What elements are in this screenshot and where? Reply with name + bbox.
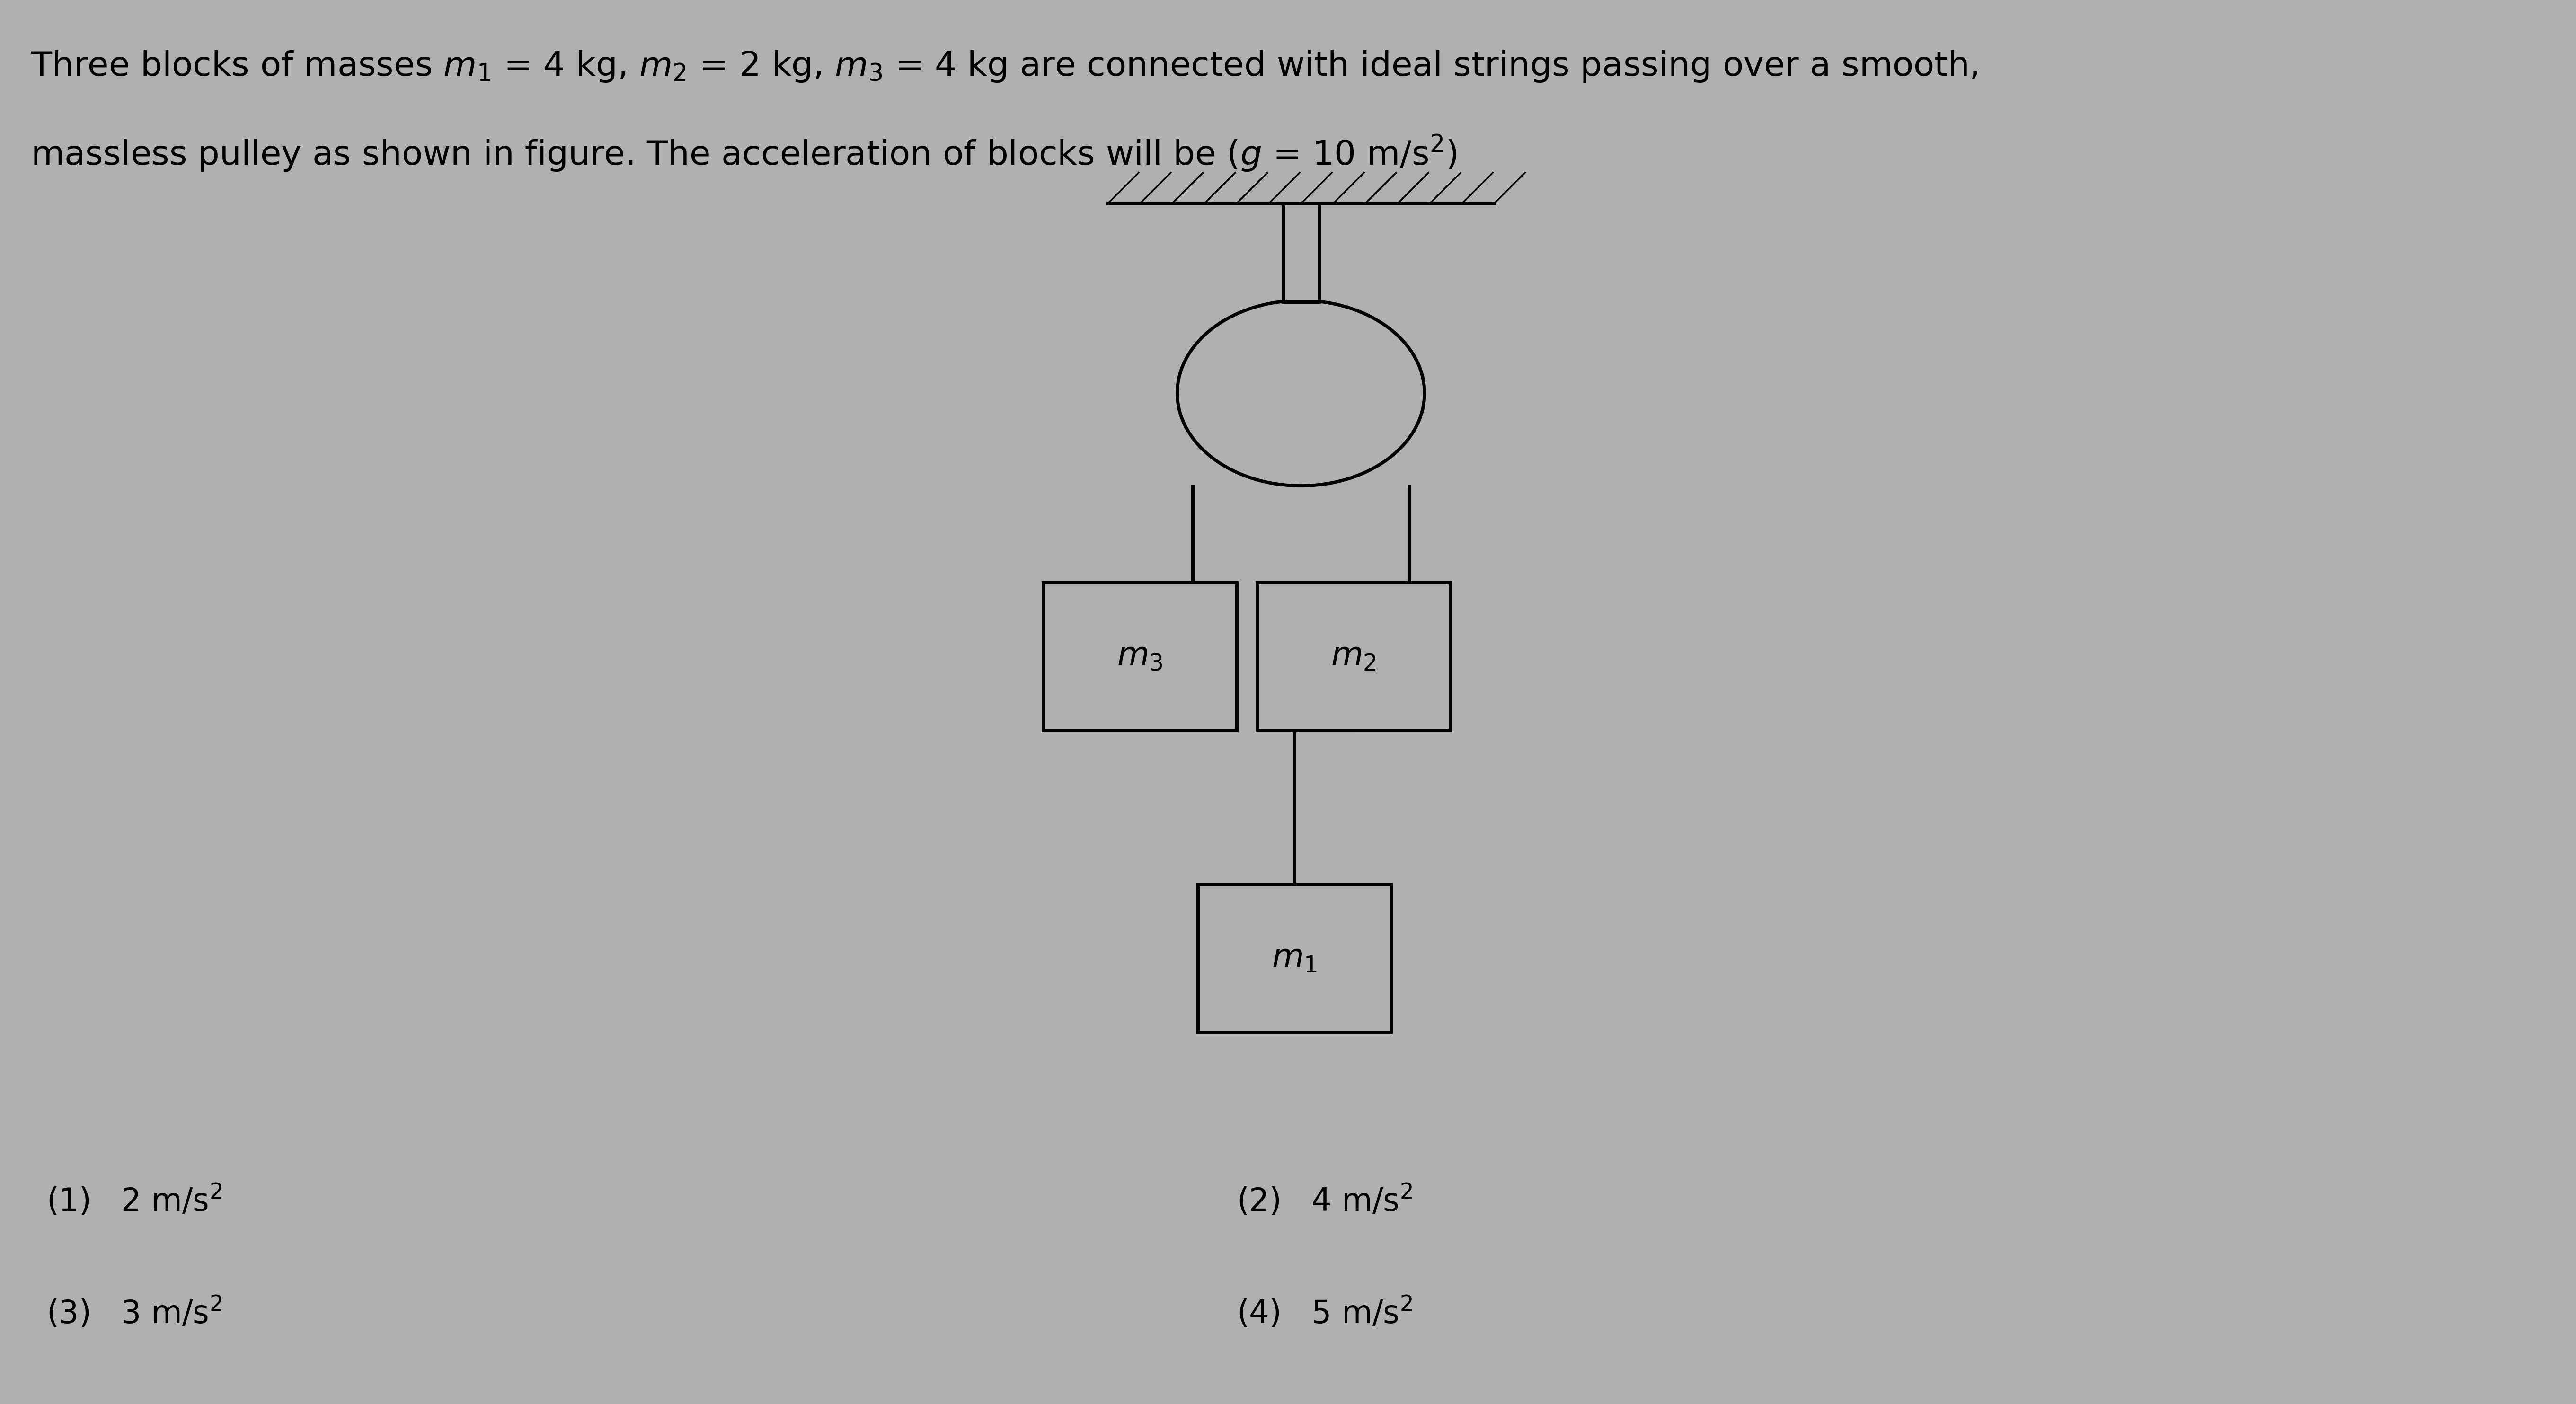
Bar (1257, 583, 1450, 730)
Ellipse shape (1177, 300, 1425, 486)
Text: (1)   2 m/s$^2$: (1) 2 m/s$^2$ (46, 1184, 222, 1217)
Text: $m_3$: $m_3$ (1118, 640, 1162, 673)
Text: (3)   3 m/s$^2$: (3) 3 m/s$^2$ (46, 1296, 222, 1330)
Text: (2)   4 m/s$^2$: (2) 4 m/s$^2$ (1236, 1184, 1412, 1217)
Bar (1043, 583, 1236, 730)
Text: (4)   5 m/s$^2$: (4) 5 m/s$^2$ (1236, 1296, 1412, 1330)
Text: Three blocks of masses $m_1$ = 4 kg, $m_2$ = 2 kg, $m_3$ = 4 kg are connected wi: Three blocks of masses $m_1$ = 4 kg, $m_… (31, 49, 1978, 84)
Bar (1198, 885, 1391, 1032)
Text: massless pulley as shown in figure. The acceleration of blocks will be ($g$ = 10: massless pulley as shown in figure. The … (31, 133, 1458, 174)
Text: $m_1$: $m_1$ (1273, 942, 1316, 974)
Bar (1283, 204, 1319, 302)
Text: $m_2$: $m_2$ (1332, 640, 1376, 673)
